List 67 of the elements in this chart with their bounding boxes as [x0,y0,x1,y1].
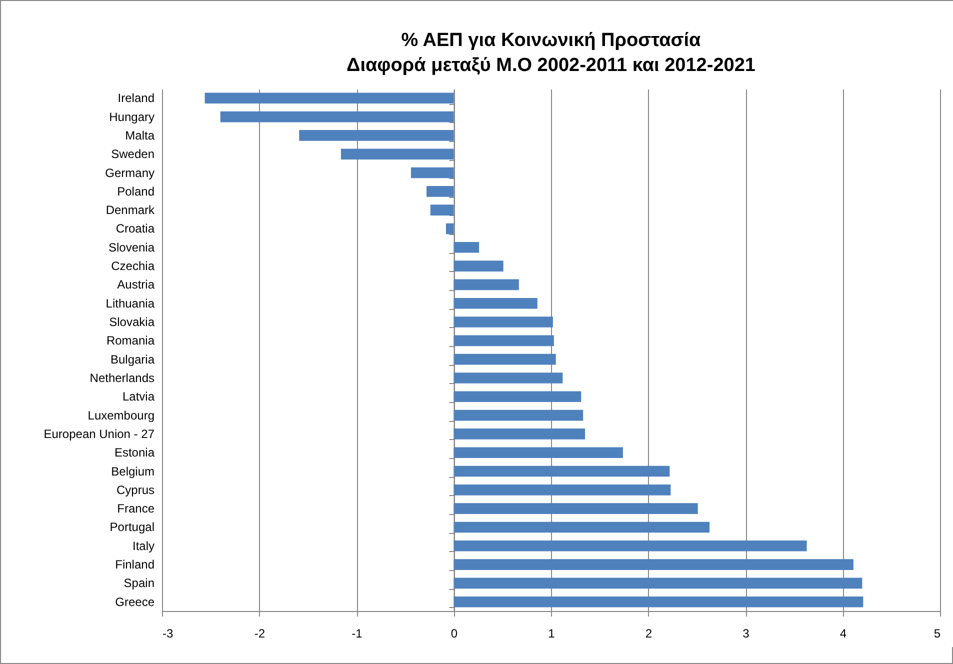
y-tick-label: Bulgaria [110,352,155,366]
bar [426,186,454,197]
bar [454,410,584,421]
bar [454,391,582,402]
x-tick-label: 0 [450,626,458,640]
bar [299,130,454,141]
y-tick-label: Denmark [106,203,156,218]
y-tick-label: Portugal [110,520,154,534]
bar [454,447,623,458]
bar [454,354,556,365]
y-tick-label: Lithuania [106,296,155,310]
y-tick-label: Luxembourg [88,408,154,422]
y-tick-label: France [117,502,155,516]
bar [410,167,454,178]
bar [454,540,807,552]
x-tick-label: 5 [934,626,941,640]
bar [454,484,671,496]
bar [454,335,554,346]
bar [454,298,538,309]
bar [454,522,710,533]
bar [454,503,698,514]
bar [340,148,454,160]
y-tick-label: Czechia [111,259,155,274]
y-tick-label: Sweden [111,147,154,162]
bar [454,596,864,608]
y-tick-label: Slovenia [108,240,155,254]
bar [454,372,563,384]
bar [454,578,862,589]
bar [220,111,454,122]
bar [454,428,586,440]
x-tick-label: 1 [548,626,556,640]
y-tick-label: Hungary [109,110,154,124]
chart-title: % ΑΕΠ για Κοινωνική Προστασία [401,30,702,51]
y-tick-label: Italy [132,538,154,553]
y-tick-label: Spain [124,576,154,590]
x-tick-label: 4 [840,626,847,640]
y-tick-label: Austria [117,278,155,292]
bar [204,92,454,104]
y-tick-label: Romania [106,334,155,348]
x-tick-label: -1 [352,626,363,640]
x-tick-label: 3 [742,626,750,640]
y-tick-label: Estonia [114,446,155,460]
y-tick-label: Latvia [122,390,155,404]
y-tick-label: Belgium [111,464,154,478]
x-tick-label: -3 [162,626,174,640]
y-tick-label: Slovakia [109,315,155,330]
y-tick-label: Malta [125,128,155,142]
y-tick-label: Cyprus [116,482,154,497]
y-tick-label: Croatia [116,222,155,236]
y-tick-label: Poland [117,184,154,198]
y-tick-label: Germany [105,166,154,180]
bar [446,223,454,234]
y-tick-label: Greece [115,594,155,609]
bar [454,279,519,290]
bar [454,466,670,477]
chart-subtitle: Διαφορά μεταξύ Μ.Ο 2002-2011 και 2012-2021 [346,55,756,76]
x-tick-label: -2 [254,626,266,640]
y-tick-label: European Union - 27 [44,426,155,441]
bar [430,204,454,216]
bar [454,242,480,253]
bar [454,559,854,570]
x-tick-label: 2 [645,626,652,640]
y-tick-label: Ireland [118,91,154,106]
y-tick-label: Finland [115,558,154,572]
y-tick-label: Netherlands [90,370,154,385]
bar [454,316,553,328]
bar [454,260,504,272]
